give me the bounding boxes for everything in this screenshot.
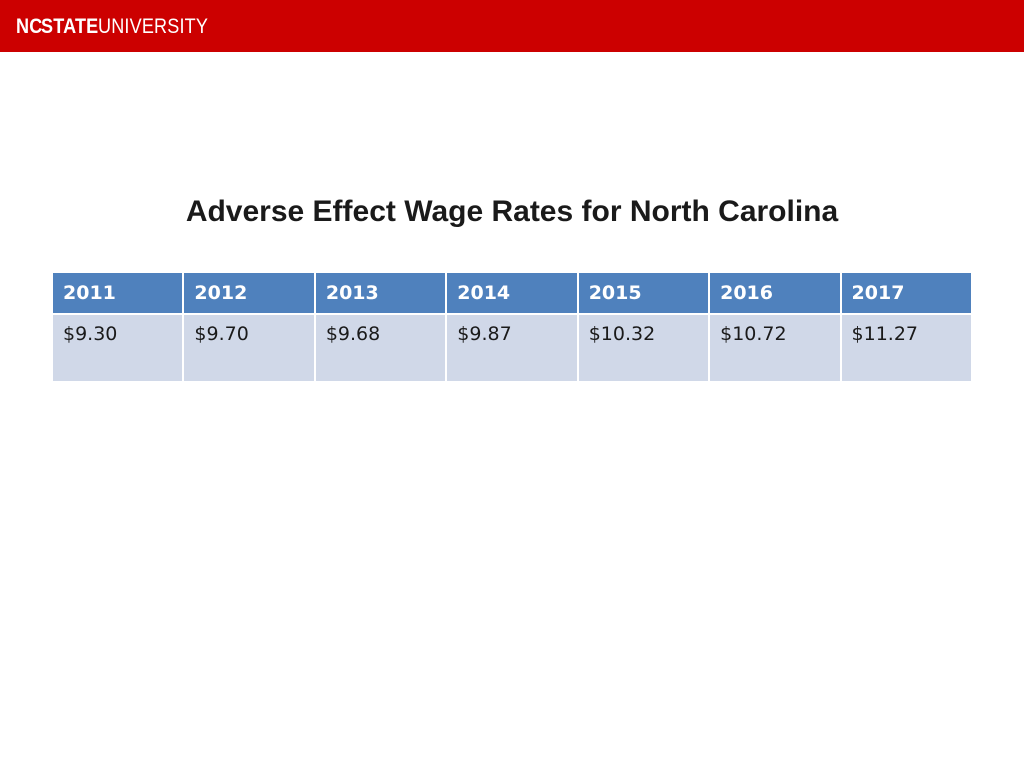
- column-header: 2016: [708, 271, 842, 315]
- logo-text-state: STATE: [40, 15, 99, 38]
- table-cell: $10.32: [576, 313, 711, 383]
- column-header: 2013: [313, 271, 448, 315]
- university-logo: NC STATE UNIVERSITY: [16, 14, 226, 40]
- column-header: 2012: [182, 271, 316, 315]
- column-header: 2014: [445, 271, 579, 315]
- table-cell: $11.27: [839, 313, 974, 383]
- table-cell: $9.87: [445, 313, 579, 383]
- top-bar: NC STATE UNIVERSITY: [0, 0, 1024, 52]
- table-cell: $9.68: [313, 313, 448, 383]
- table-cell: $9.30: [50, 313, 185, 383]
- column-header: 2015: [576, 271, 711, 315]
- logo-text-university: UNIVERSITY: [98, 15, 209, 38]
- table-header-row: 2011 2012 2013 2014 2015 2016 2017: [50, 271, 974, 315]
- wage-rates-table: 2011 2012 2013 2014 2015 2016 2017 $9.30…: [50, 271, 974, 383]
- logo-text-nc: NC: [16, 15, 43, 38]
- column-header: 2017: [839, 271, 974, 315]
- slide-title: Adverse Effect Wage Rates for North Caro…: [185, 195, 839, 228]
- table-row: $9.30 $9.70 $9.68 $9.87 $10.32 $10.72 $1…: [50, 313, 974, 383]
- table-cell: $9.70: [182, 313, 316, 383]
- table-cell: $10.72: [708, 313, 842, 383]
- column-header: 2011: [50, 271, 185, 315]
